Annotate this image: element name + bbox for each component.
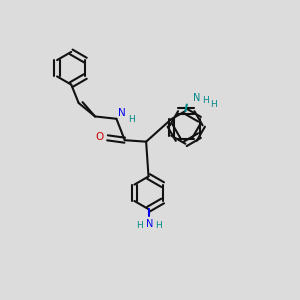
Text: H: H	[136, 221, 143, 230]
Text: H: H	[155, 221, 162, 230]
Text: N: N	[146, 219, 153, 229]
Text: N: N	[118, 108, 126, 118]
Text: N: N	[194, 93, 201, 103]
Text: H: H	[202, 95, 208, 104]
Text: O: O	[95, 132, 103, 142]
Text: H: H	[210, 100, 217, 109]
Text: H: H	[128, 115, 134, 124]
